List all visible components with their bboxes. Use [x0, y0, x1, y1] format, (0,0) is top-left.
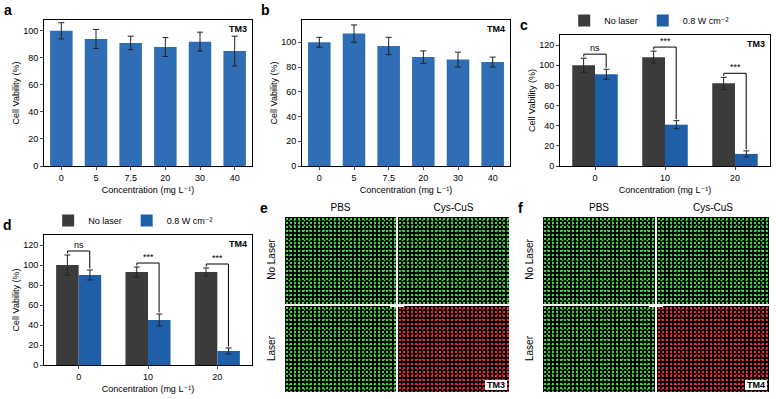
svg-text:20: 20 — [286, 136, 296, 146]
svg-text:0: 0 — [317, 173, 322, 183]
svg-text:TM3: TM3 — [229, 24, 247, 34]
svg-text:***: *** — [660, 36, 671, 46]
svg-text:Concentration (mg L⁻¹): Concentration (mg L⁻¹) — [102, 384, 194, 394]
svg-text:20: 20 — [730, 173, 740, 183]
svg-text:0: 0 — [592, 173, 597, 183]
svg-text:No laser: No laser — [88, 216, 122, 226]
svg-text:Concentration (mg L⁻¹): Concentration (mg L⁻¹) — [360, 185, 452, 195]
svg-text:0: 0 — [33, 360, 38, 370]
svg-text:10: 10 — [143, 372, 153, 382]
svg-text:80: 80 — [28, 280, 38, 290]
svg-text:60: 60 — [28, 300, 38, 310]
svg-text:80: 80 — [28, 53, 38, 63]
svg-text:No laser: No laser — [604, 16, 638, 26]
svg-text:ns: ns — [74, 240, 84, 250]
svg-text:40: 40 — [28, 107, 38, 117]
svg-text:7.5: 7.5 — [382, 173, 395, 183]
svg-text:40: 40 — [544, 121, 554, 131]
html-text:No Laser: No Laser — [265, 239, 277, 280]
svg-text:10: 10 — [660, 173, 670, 183]
svg-text:100: 100 — [281, 37, 296, 47]
svg-text:Concentration (mg L⁻¹): Concentration (mg L⁻¹) — [619, 185, 711, 195]
svg-text:20: 20 — [544, 141, 554, 151]
svg-text:c: c — [520, 17, 528, 33]
svg-text:0: 0 — [33, 161, 38, 171]
svg-text:40: 40 — [286, 112, 296, 122]
svg-text:0: 0 — [549, 161, 554, 171]
svg-text:100: 100 — [23, 260, 38, 270]
svg-text:Cell Vability (%): Cell Vability (%) — [527, 69, 537, 132]
svg-text:100: 100 — [539, 60, 554, 70]
svg-text:***: *** — [212, 253, 223, 263]
svg-text:0: 0 — [291, 161, 296, 171]
html-text:e: e — [260, 200, 268, 216]
svg-text:0: 0 — [76, 372, 81, 382]
svg-text:d: d — [3, 217, 12, 233]
svg-text:a: a — [4, 2, 12, 18]
svg-text:TM3: TM3 — [747, 39, 765, 49]
html-text:TM3: TM3 — [487, 380, 505, 390]
html-text:No Laser: No Laser — [523, 239, 535, 280]
svg-text:Cell Vability (%): Cell Vability (%) — [269, 62, 279, 125]
svg-text:Concentration (mg L⁻¹): Concentration (mg L⁻¹) — [102, 185, 194, 195]
svg-text:120: 120 — [23, 240, 38, 250]
svg-text:120: 120 — [539, 40, 554, 50]
html-text:TM4: TM4 — [747, 380, 765, 390]
html-text:PBS: PBS — [589, 202, 609, 213]
svg-text:0.8 W cm⁻²: 0.8 W cm⁻² — [167, 216, 213, 226]
svg-text:20: 20 — [160, 173, 170, 183]
svg-text:40: 40 — [28, 320, 38, 330]
svg-text:40: 40 — [488, 173, 498, 183]
svg-text:20: 20 — [212, 372, 222, 382]
svg-text:7.5: 7.5 — [124, 173, 137, 183]
svg-text:ns: ns — [590, 43, 600, 53]
svg-text:5: 5 — [351, 173, 356, 183]
html-text:PBS: PBS — [330, 202, 351, 213]
svg-text:b: b — [261, 2, 270, 18]
svg-text:60: 60 — [544, 101, 554, 111]
html-text:f: f — [518, 200, 523, 216]
html-text:Laser: Laser — [523, 335, 535, 361]
html-text:Laser: Laser — [265, 335, 277, 361]
svg-text:***: *** — [730, 62, 741, 72]
svg-text:20: 20 — [28, 134, 38, 144]
svg-text:40: 40 — [230, 173, 240, 183]
html-text:Cys-CuS: Cys-CuS — [693, 202, 733, 213]
svg-text:30: 30 — [195, 173, 205, 183]
svg-text:5: 5 — [93, 173, 98, 183]
svg-text:0: 0 — [59, 173, 64, 183]
svg-text:Cell Vability (%): Cell Vability (%) — [11, 62, 21, 125]
svg-text:80: 80 — [544, 81, 554, 91]
svg-text:30: 30 — [453, 173, 463, 183]
svg-text:Cell Vability (%): Cell Vability (%) — [11, 269, 21, 332]
svg-text:***: *** — [143, 252, 154, 262]
svg-text:20: 20 — [418, 173, 428, 183]
svg-text:80: 80 — [286, 62, 296, 72]
svg-text:TM4: TM4 — [487, 24, 505, 34]
svg-text:100: 100 — [23, 26, 38, 36]
svg-text:TM4: TM4 — [229, 239, 247, 249]
svg-text:0.8 W cm⁻²: 0.8 W cm⁻² — [683, 16, 729, 26]
html-text:Cys-CuS: Cys-CuS — [433, 202, 474, 213]
svg-text:60: 60 — [286, 87, 296, 97]
svg-text:60: 60 — [28, 80, 38, 90]
svg-text:20: 20 — [28, 340, 38, 350]
